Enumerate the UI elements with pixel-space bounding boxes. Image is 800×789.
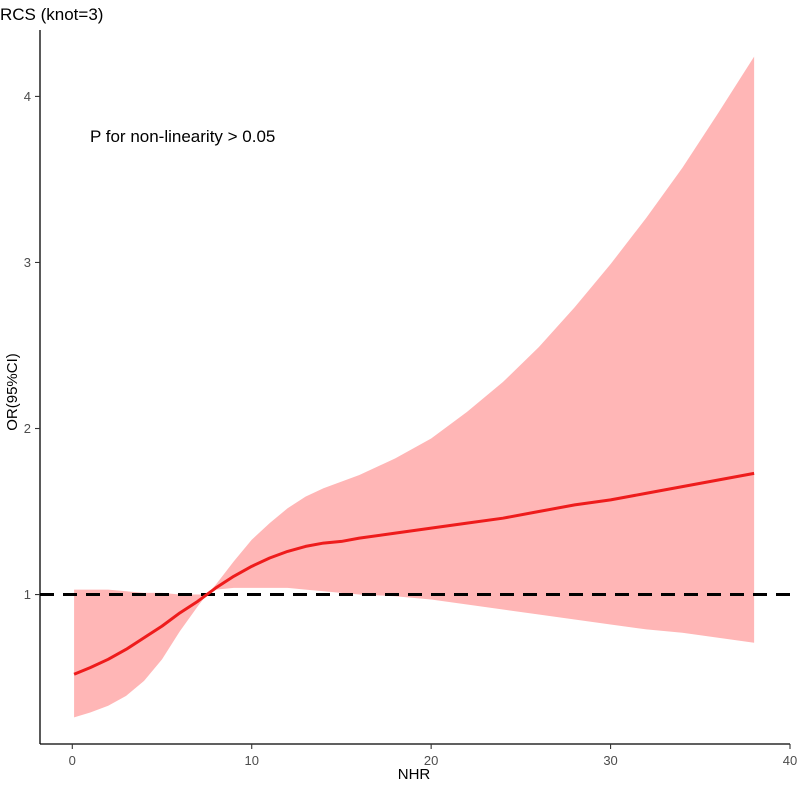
x-tick-label: 30 xyxy=(603,753,617,768)
y-axis-title: OR(95%CI) xyxy=(4,353,21,431)
chart-title: RCS (knot=3) xyxy=(0,5,103,24)
nonlinearity-annotation: P for non-linearity > 0.05 xyxy=(90,127,275,146)
x-tick-label: 20 xyxy=(424,753,438,768)
x-axis-ticks: 0 10 20 30 40 xyxy=(69,744,797,768)
y-tick-label: 4 xyxy=(24,89,31,104)
y-tick-label: 1 xyxy=(24,587,31,602)
x-tick-label: 40 xyxy=(783,753,797,768)
x-axis-title: NHR xyxy=(398,766,431,783)
confidence-band xyxy=(74,56,755,718)
y-tick-label: 3 xyxy=(24,255,31,270)
x-tick-label: 10 xyxy=(244,753,258,768)
or-curve xyxy=(73,471,755,676)
y-tick-label: 2 xyxy=(24,421,31,436)
x-tick-label: 0 xyxy=(69,753,76,768)
plot-area xyxy=(40,56,790,718)
y-axis-ticks: 1 2 3 4 xyxy=(24,89,40,602)
